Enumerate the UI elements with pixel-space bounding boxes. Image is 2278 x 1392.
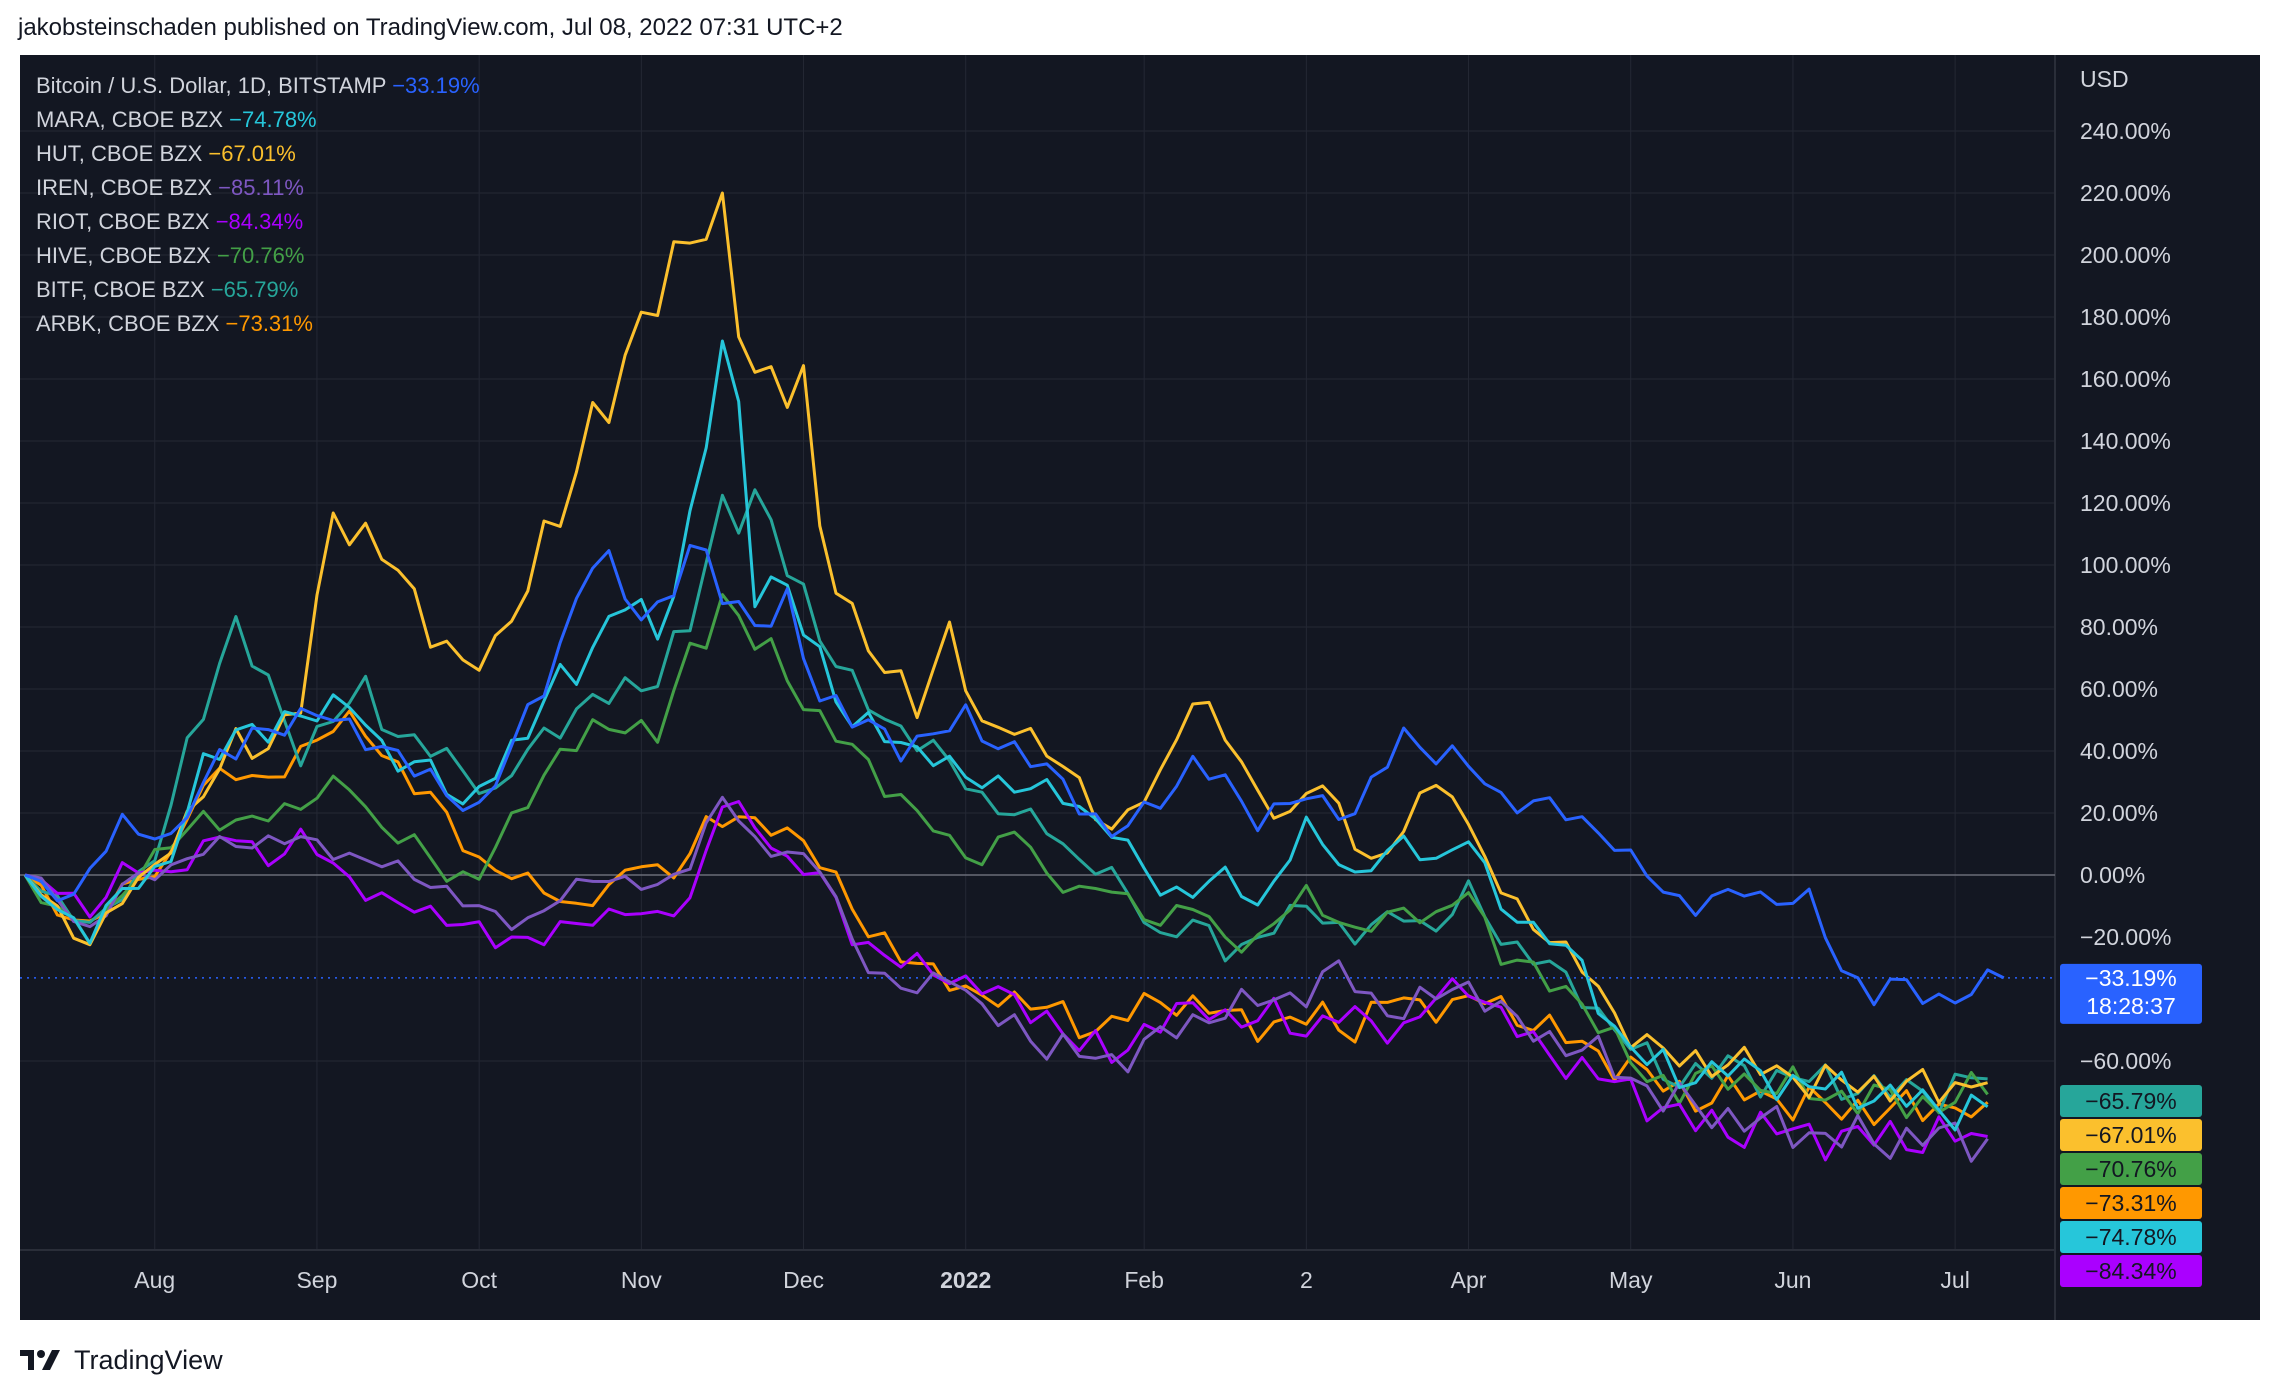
x-tick-label: Dec <box>783 1267 824 1293</box>
chart-background <box>20 55 2260 1320</box>
legend-name: RIOT, CBOE BZX <box>36 209 216 234</box>
legend-item-bitcoin[interactable]: Bitcoin / U.S. Dollar, 1D, BITSTAMP −33.… <box>36 73 480 98</box>
legend-change: −73.31% <box>226 311 313 336</box>
x-tick-label: 2 <box>1300 1267 1313 1293</box>
series-line-iren <box>24 795 1989 1163</box>
y-tick-label: −60.00% <box>2080 1048 2171 1074</box>
price-label-riot <box>2060 1255 2202 1287</box>
legend-item-iren[interactable]: IREN, CBOE BZX −85.11% <box>36 175 304 200</box>
price-label-value-riot: −84.34% <box>2085 1258 2176 1284</box>
y-tick-label: 20.00% <box>2080 800 2158 826</box>
y-tick-label: 140.00% <box>2080 428 2171 454</box>
y-tick-label: 200.00% <box>2080 242 2171 268</box>
legend-name: BITF, CBOE BZX <box>36 277 211 302</box>
series-line-bitcoin <box>24 543 2005 1007</box>
legend-change: −84.34% <box>216 209 303 234</box>
x-tick-label: Oct <box>461 1267 497 1293</box>
price-label-hut <box>2060 1119 2202 1151</box>
price-label-value-hive: −70.76% <box>2085 1156 2176 1182</box>
x-tick-label: 2022 <box>940 1267 991 1293</box>
series-line-mara <box>23 339 1989 1132</box>
price-label-hive <box>2060 1153 2202 1185</box>
series-line-hive <box>23 593 1989 1120</box>
x-tick-label: May <box>1609 1267 1653 1293</box>
y-tick-label: 160.00% <box>2080 366 2171 392</box>
legend-item-bitf[interactable]: BITF, CBOE BZX −65.79% <box>36 277 298 302</box>
y-tick-label: 120.00% <box>2080 490 2171 516</box>
y-tick-label: 0.00% <box>2080 862 2145 888</box>
btc-price-label <box>2060 963 2202 1024</box>
legend-change: −85.11% <box>218 175 304 200</box>
series-line-bitf <box>23 488 1988 1115</box>
price-label-bitf <box>2060 1085 2202 1117</box>
legend-name: HUT, CBOE BZX <box>36 141 208 166</box>
price-label-mara <box>2060 1221 2202 1253</box>
y-tick-label: 180.00% <box>2080 304 2171 330</box>
x-tick-label: Nov <box>621 1267 662 1293</box>
legend-name: HIVE, CBOE BZX <box>36 243 217 268</box>
legend-change: −74.78% <box>229 107 316 132</box>
legend-change: −67.01% <box>208 141 295 166</box>
price-label-value-arbk: −73.31% <box>2085 1190 2176 1216</box>
y-axis-unit: USD <box>2080 66 2129 92</box>
y-tick-label: 100.00% <box>2080 552 2171 578</box>
y-tick-label: 60.00% <box>2080 676 2158 702</box>
legend-change: −33.19% <box>392 73 479 98</box>
tradingview-brand[interactable]: TradingView <box>74 1344 223 1375</box>
y-tick-label: 220.00% <box>2080 180 2171 206</box>
legend-item-hive[interactable]: HIVE, CBOE BZX −70.76% <box>36 243 304 268</box>
legend-item-arbk[interactable]: ARBK, CBOE BZX −73.31% <box>36 311 313 336</box>
y-tick-label: 40.00% <box>2080 738 2158 764</box>
legend-item-riot[interactable]: RIOT, CBOE BZX −84.34% <box>36 209 303 234</box>
legend-name: ARBK, CBOE BZX <box>36 311 226 336</box>
chart-panel[interactable]: 240.00% 220.00% 200.00% 180.00% 160.00% 140.0… <box>20 55 2260 1320</box>
btc-price-label-timer: 18:28:37 <box>2086 993 2176 1019</box>
legend-change: −65.79% <box>211 277 298 302</box>
legend-item-mara[interactable]: MARA, CBOE BZX −74.78% <box>36 107 317 132</box>
legend-name: MARA, CBOE BZX <box>36 107 229 132</box>
legend-name: IREN, CBOE BZX <box>36 175 218 200</box>
series-line-riot <box>24 800 1988 1162</box>
publish-header: jakobsteinschaden published on TradingVi… <box>18 14 843 41</box>
series-line-hut <box>23 191 1988 1104</box>
y-tick-label: 80.00% <box>2080 614 2158 640</box>
x-tick-label: Aug <box>134 1267 175 1293</box>
y-tick-label: 240.00% <box>2080 118 2171 144</box>
x-tick-label: Jun <box>1774 1267 1811 1293</box>
chart-svg[interactable]: 240.00%220.00%200.00%180.00%160.00%140.0… <box>20 55 2260 1320</box>
btc-price-label-value: −33.19% <box>2085 965 2176 991</box>
legend-change: −70.76% <box>217 243 304 268</box>
y-tick-label: −20.00% <box>2080 924 2171 950</box>
x-tick-label: Sep <box>296 1267 337 1293</box>
price-label-value-hut: −67.01% <box>2085 1122 2176 1148</box>
tradingview-logo-icon[interactable] <box>20 1348 64 1372</box>
x-tick-label: Feb <box>1124 1267 1164 1293</box>
price-label-value-bitf: −65.79% <box>2085 1088 2176 1114</box>
price-label-value-mara: −74.78% <box>2085 1224 2176 1250</box>
price-label-arbk <box>2060 1187 2202 1219</box>
legend-name: Bitcoin / U.S. Dollar, 1D, BITSTAMP <box>36 73 392 98</box>
x-tick-label: Jul <box>1940 1267 1969 1293</box>
footer: TradingView <box>20 1340 223 1380</box>
legend-item-hut[interactable]: HUT, CBOE BZX −67.01% <box>36 141 296 166</box>
series-line-arbk <box>24 709 1989 1127</box>
x-tick-label: Apr <box>1451 1267 1487 1293</box>
